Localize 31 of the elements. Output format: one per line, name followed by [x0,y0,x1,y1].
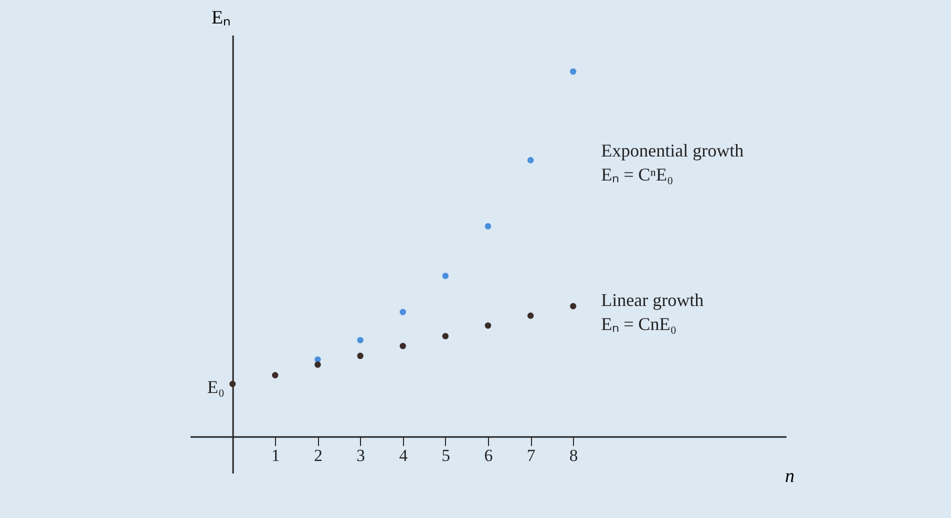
annotation: Eₙ = CnE₀ [601,314,677,334]
annotation: E₀ [207,376,225,397]
x-tick-label: 7 [526,446,536,465]
point [484,223,492,230]
x-axis-title: n [785,466,794,487]
x-tick-label: 4 [399,446,408,465]
x-tick-label: 8 [569,446,578,465]
x-tick-label: 3 [356,446,366,465]
point [442,332,449,340]
point [442,272,449,280]
x-tick-label: 2 [314,446,322,465]
series-label: Linear growth [601,290,704,310]
point [314,361,321,368]
point [527,312,534,319]
point [527,157,534,164]
point [570,68,576,75]
point [357,336,364,344]
text: Exponential growth [601,140,744,160]
point [357,352,364,359]
point [400,308,406,316]
x-tick-label: 1 [271,446,280,465]
point [229,380,236,388]
x-tick-label: 5 [442,446,450,465]
point [570,303,576,310]
point [314,356,321,363]
point [484,322,492,329]
y-axis-title: Eₙ [211,8,232,28]
point [400,342,406,350]
annotation: Eₙ = CⁿE₀ [601,164,674,184]
x-tick-label: 6 [484,446,493,465]
point [272,372,278,378]
